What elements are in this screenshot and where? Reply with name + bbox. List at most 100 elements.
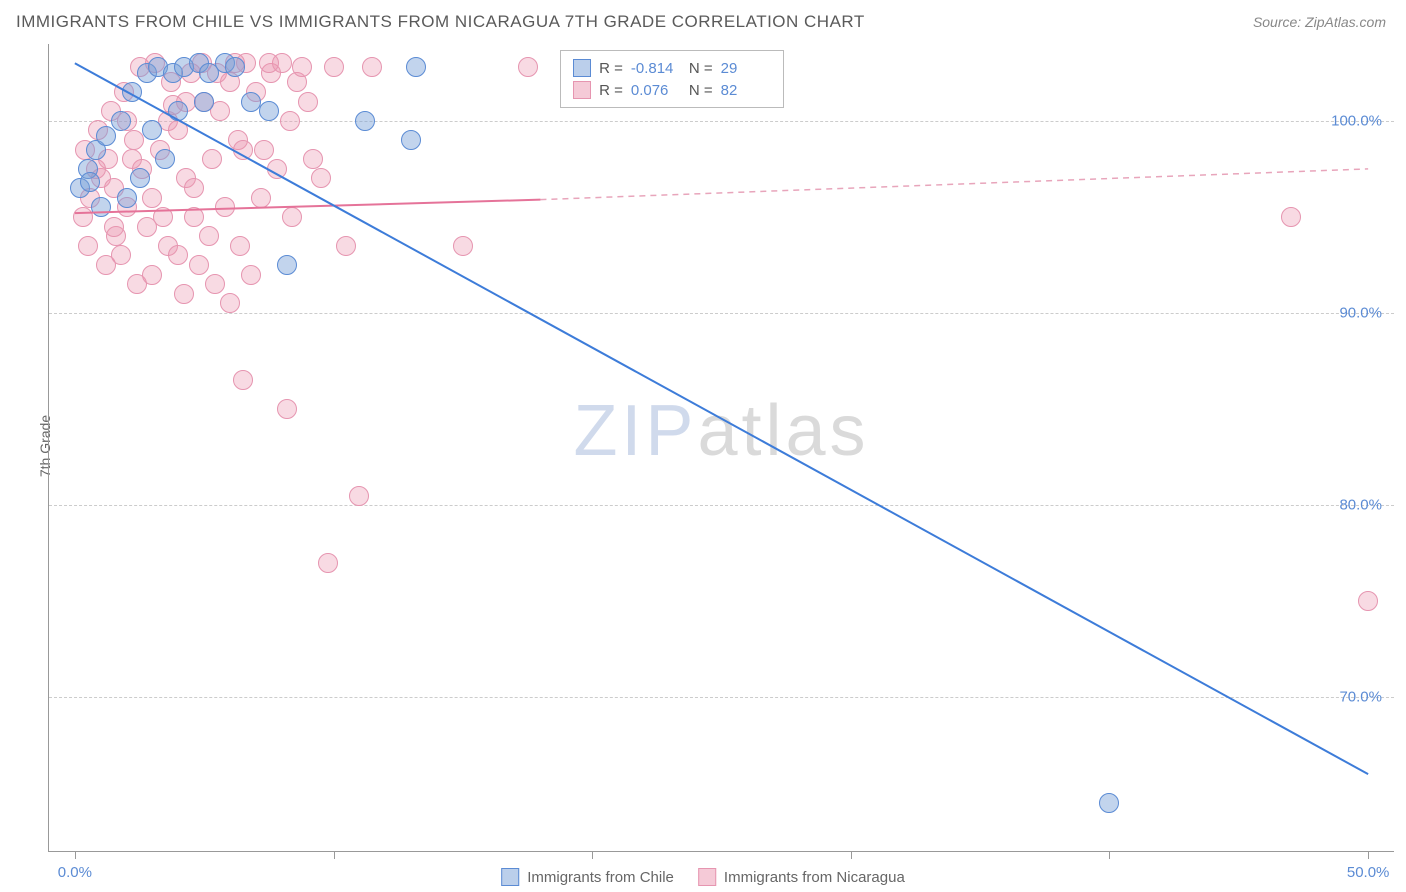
data-point [189,255,209,275]
data-point [518,57,538,77]
correlation-legend: R = -0.814 N = 29 R = 0.076 N = 82 [560,50,784,108]
data-point [303,149,323,169]
legend-n-label: N = [689,60,713,77]
gridline [49,121,1394,122]
legend-label-nicaragua: Immigrants from Nicaragua [724,869,905,886]
legend-item-nicaragua: Immigrants from Nicaragua [698,868,905,886]
data-point [292,57,312,77]
data-point [142,188,162,208]
y-tick-label: 80.0% [1339,497,1382,514]
swatch-pink-icon [698,868,716,886]
y-tick-label: 100.0% [1331,112,1382,129]
legend-label-chile: Immigrants from Chile [527,869,674,886]
legend-n-value: 29 [721,60,771,77]
data-point [168,120,188,140]
watermark-zip: ZIP [573,391,697,471]
data-point [199,226,219,246]
data-point [153,207,173,227]
data-point [194,92,214,112]
x-tick [592,851,593,859]
data-point [142,265,162,285]
data-point [401,130,421,150]
trend-lines [49,44,1394,851]
x-tick [1368,851,1369,859]
scatter-chart: ZIPatlas 70.0%80.0%90.0%100.0%0.0%50.0%R… [48,44,1394,852]
data-point [230,236,250,256]
gridline [49,313,1394,314]
data-point [142,120,162,140]
data-point [324,57,344,77]
bottom-legend: Immigrants from Chile Immigrants from Ni… [501,868,905,886]
data-point [104,217,124,237]
data-point [282,207,302,227]
data-point [311,168,331,188]
data-point [298,92,318,112]
data-point [336,236,356,256]
watermark: ZIPatlas [573,390,869,472]
x-tick [334,851,335,859]
data-point [220,293,240,313]
data-point [355,111,375,131]
data-point [184,207,204,227]
data-point [80,172,100,192]
y-tick-label: 90.0% [1339,304,1382,321]
data-point [155,149,175,169]
x-tick [851,851,852,859]
legend-r-value: -0.814 [631,60,681,77]
data-point [91,197,111,217]
legend-n-label: N = [689,82,713,99]
source-attribution: Source: ZipAtlas.com [1253,14,1386,30]
legend-r-label: R = [599,60,623,77]
data-point [96,126,116,146]
data-point [277,399,297,419]
data-point [130,168,150,188]
data-point [241,92,261,112]
data-point [233,140,253,160]
data-point [124,130,144,150]
data-point [259,53,279,73]
data-point [225,57,245,77]
data-point [267,159,287,179]
data-point [202,149,222,169]
data-point [406,57,426,77]
data-point [277,255,297,275]
data-point [78,236,98,256]
data-point [1358,591,1378,611]
data-point [1099,793,1119,813]
chart-title: IMMIGRANTS FROM CHILE VS IMMIGRANTS FROM… [16,12,865,32]
x-tick [75,851,76,859]
data-point [117,188,137,208]
x-tick [1109,851,1110,859]
data-point [111,245,131,265]
legend-swatch-icon [573,59,591,77]
legend-row: R = 0.076 N = 82 [573,79,771,101]
watermark-atlas: atlas [697,391,869,471]
data-point [168,245,188,265]
data-point [1281,207,1301,227]
data-point [111,111,131,131]
legend-n-value: 82 [721,82,771,99]
data-point [362,57,382,77]
legend-swatch-icon [573,81,591,99]
legend-r-label: R = [599,82,623,99]
legend-row: R = -0.814 N = 29 [573,57,771,79]
data-point [233,370,253,390]
data-point [241,265,261,285]
legend-r-value: 0.076 [631,82,681,99]
data-point [349,486,369,506]
data-point [453,236,473,256]
gridline [49,505,1394,506]
data-point [73,207,93,227]
data-point [215,197,235,217]
swatch-blue-icon [501,868,519,886]
legend-item-chile: Immigrants from Chile [501,868,674,886]
data-point [205,274,225,294]
x-tick-label: 50.0% [1347,864,1390,881]
data-point [168,101,188,121]
data-point [251,188,271,208]
data-point [174,284,194,304]
data-point [122,149,142,169]
data-point [259,101,279,121]
gridline [49,697,1394,698]
x-tick-label: 0.0% [58,864,92,881]
